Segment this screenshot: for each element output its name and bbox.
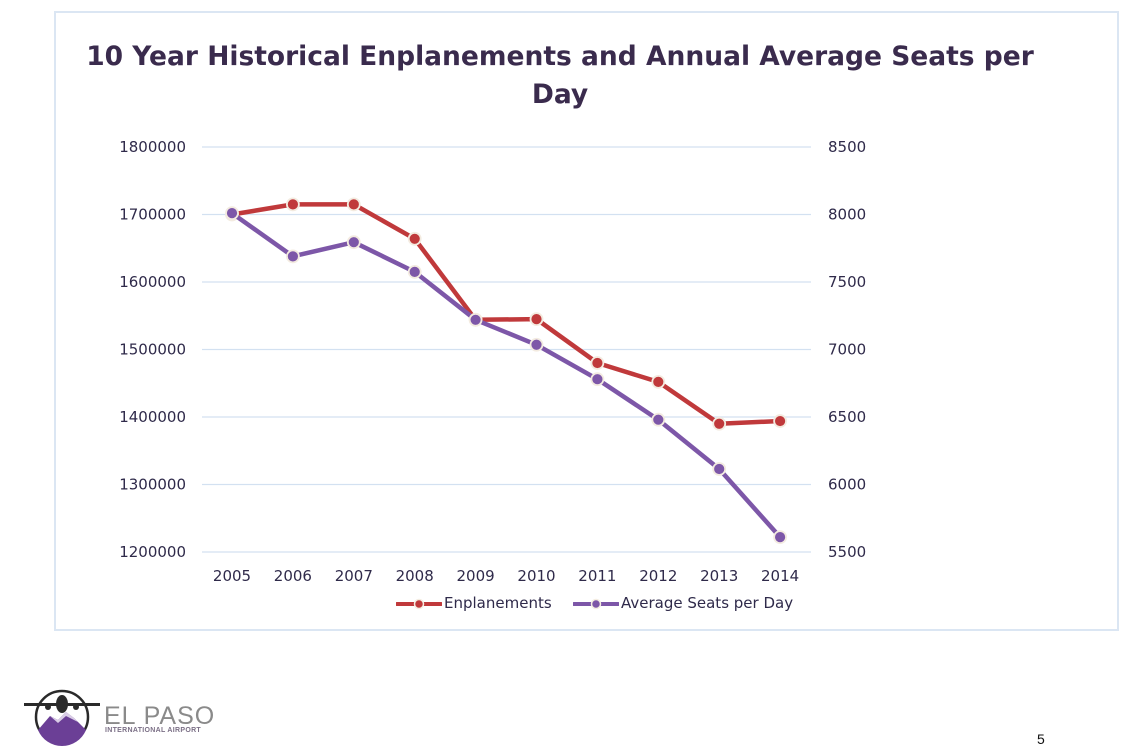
el-paso-airport-logo-icon (24, 689, 100, 746)
data-point-enplanements (590, 356, 605, 370)
series-line-average-seats-per-day (229, 210, 783, 540)
x-tick-label: 2008 (396, 567, 434, 585)
data-point-average-seats-per-day (773, 530, 787, 545)
legend-label-enplanements: Enplanements (444, 594, 552, 612)
y-left-tick-label: 1800000 (119, 138, 186, 156)
series-line-enplanements (229, 202, 783, 426)
data-point-average-seats-per-day (346, 235, 361, 250)
data-point-average-seats-per-day (529, 337, 544, 352)
y-right-tick-label: 7000 (828, 341, 866, 359)
y-right-tick-label: 8500 (828, 138, 866, 156)
x-tick-label: 2007 (335, 567, 373, 585)
chart-legend: Enplanements Average Seats per Day (0, 592, 1144, 616)
legend-item-enplanements: Enplanements (395, 592, 552, 614)
data-point-average-seats-per-day (407, 264, 422, 279)
y-left-tick-label: 1200000 (119, 543, 186, 561)
data-point-enplanements (712, 416, 727, 431)
y-right-tick-label: 7500 (828, 273, 866, 291)
x-tick-label: 2013 (700, 567, 738, 585)
legend-marker-enplanements (395, 598, 443, 609)
y-left-tick-label: 1600000 (119, 273, 186, 291)
y-right-tick-label: 8000 (828, 206, 866, 224)
legend-item-average-seats: Average Seats per Day (572, 592, 794, 614)
data-point-enplanements (651, 374, 666, 389)
legend-marker-average-seats (572, 598, 620, 609)
chart-title: 10 Year Historical Enplanements and Annu… (86, 41, 1034, 110)
x-tick-label: 2005 (213, 567, 251, 585)
x-tick-label: 2014 (761, 567, 799, 585)
data-point-enplanements (773, 414, 787, 428)
y-left-tick-label: 1700000 (119, 206, 186, 224)
x-tick-label: 2010 (517, 567, 555, 585)
logo-name: EL PASO (104, 702, 216, 730)
chart-plot: 1200000 1300000 1400000 1500000 1600000 17000… (119, 138, 866, 585)
y-right-tick-label: 5500 (828, 543, 866, 561)
logo-subtitle: INTERNATIONAL AIRPORT (105, 727, 202, 734)
data-point-enplanements (407, 231, 422, 246)
data-point-average-seats-per-day (225, 206, 239, 221)
series-enplanements (225, 197, 787, 431)
series-average-seats-per-day (225, 206, 787, 545)
data-point-average-seats-per-day (468, 312, 483, 327)
y-right-tick-label: 6500 (828, 408, 866, 426)
data-point-average-seats-per-day (712, 462, 727, 476)
page-number: 5 (1037, 731, 1045, 747)
data-point-enplanements (346, 197, 361, 212)
y-left-tick-label: 1500000 (119, 341, 186, 359)
y-left-tick-label: 1300000 (119, 476, 186, 494)
data-point-average-seats-per-day (285, 249, 300, 264)
x-tick-label: 2012 (639, 567, 677, 585)
chart-frame (54, 11, 1119, 631)
x-tick-label: 2011 (578, 567, 616, 585)
data-point-enplanements (285, 197, 300, 212)
y-left-tick-label: 1400000 (119, 408, 186, 426)
x-tick-label: 2006 (274, 567, 312, 585)
data-point-enplanements (529, 312, 544, 327)
legend-label-average-seats: Average Seats per Day (621, 594, 794, 612)
data-point-average-seats-per-day (651, 412, 666, 427)
y-right-tick-label: 6000 (828, 476, 866, 494)
x-tick-label: 2009 (457, 567, 495, 585)
data-point-average-seats-per-day (590, 372, 605, 387)
